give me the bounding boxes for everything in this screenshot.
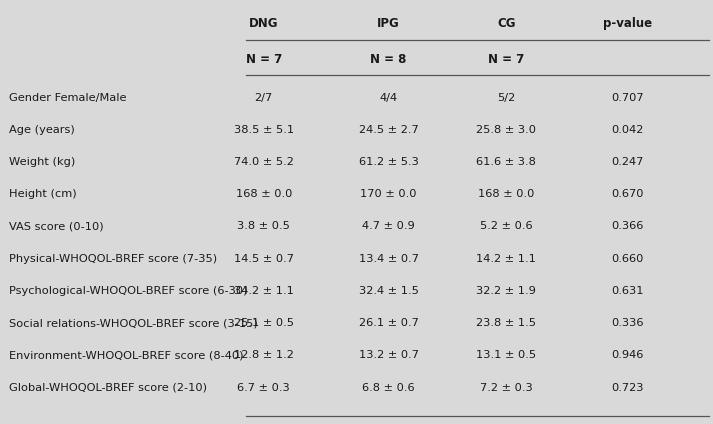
Text: 170 ± 0.0: 170 ± 0.0: [360, 189, 417, 199]
Text: DNG: DNG: [249, 17, 279, 30]
Text: 0.042: 0.042: [611, 125, 644, 135]
Text: 14.5 ± 0.7: 14.5 ± 0.7: [234, 254, 294, 264]
Text: Height (cm): Height (cm): [9, 189, 76, 199]
Text: 6.8 ± 0.6: 6.8 ± 0.6: [362, 382, 415, 393]
Text: 6.7 ± 0.3: 6.7 ± 0.3: [237, 382, 290, 393]
Text: 5/2: 5/2: [497, 92, 515, 103]
Text: Psychological-WHOQOL-BREF score (6-30): Psychological-WHOQOL-BREF score (6-30): [9, 286, 247, 296]
Text: 32.2 ± 1.9: 32.2 ± 1.9: [476, 286, 536, 296]
Text: 13.2 ± 0.7: 13.2 ± 0.7: [359, 350, 419, 360]
Text: 5.2 ± 0.6: 5.2 ± 0.6: [480, 221, 533, 232]
Text: 26.1 ± 0.7: 26.1 ± 0.7: [359, 318, 419, 328]
Text: Age (years): Age (years): [9, 125, 74, 135]
Text: 14.2 ± 1.1: 14.2 ± 1.1: [476, 254, 536, 264]
Text: 25.1 ± 0.5: 25.1 ± 0.5: [234, 318, 294, 328]
Text: 3.8 ± 0.5: 3.8 ± 0.5: [237, 221, 290, 232]
Text: 13.4 ± 0.7: 13.4 ± 0.7: [359, 254, 419, 264]
Text: 4/4: 4/4: [379, 92, 398, 103]
Text: p-value: p-value: [603, 17, 652, 30]
Text: 4.7 ± 0.9: 4.7 ± 0.9: [362, 221, 415, 232]
Text: Environment-WHOQOL-BREF score (8-40): Environment-WHOQOL-BREF score (8-40): [9, 350, 243, 360]
Text: 0.670: 0.670: [611, 189, 644, 199]
Text: VAS score (0-10): VAS score (0-10): [9, 221, 103, 232]
Text: 168 ± 0.0: 168 ± 0.0: [235, 189, 292, 199]
Text: 13.1 ± 0.5: 13.1 ± 0.5: [476, 350, 536, 360]
Text: 0.366: 0.366: [611, 221, 644, 232]
Text: 2/7: 2/7: [255, 92, 273, 103]
Text: 168 ± 0.0: 168 ± 0.0: [478, 189, 535, 199]
Text: 34.2 ± 1.1: 34.2 ± 1.1: [234, 286, 294, 296]
Text: 38.5 ± 5.1: 38.5 ± 5.1: [234, 125, 294, 135]
Text: Global-WHOQOL-BREF score (2-10): Global-WHOQOL-BREF score (2-10): [9, 382, 207, 393]
Text: 0.660: 0.660: [611, 254, 644, 264]
Text: 7.2 ± 0.3: 7.2 ± 0.3: [480, 382, 533, 393]
Text: 32.4 ± 1.5: 32.4 ± 1.5: [359, 286, 419, 296]
Text: 23.8 ± 1.5: 23.8 ± 1.5: [476, 318, 536, 328]
Text: Social relations-WHOQOL-BREF score (3-15): Social relations-WHOQOL-BREF score (3-15…: [9, 318, 257, 328]
Text: 61.2 ± 5.3: 61.2 ± 5.3: [359, 157, 419, 167]
Text: Physical-WHOQOL-BREF score (7-35): Physical-WHOQOL-BREF score (7-35): [9, 254, 217, 264]
Text: N = 7: N = 7: [246, 53, 282, 66]
Text: Gender Female/Male: Gender Female/Male: [9, 92, 126, 103]
Text: 0.336: 0.336: [611, 318, 644, 328]
Text: Weight (kg): Weight (kg): [9, 157, 75, 167]
Text: CG: CG: [497, 17, 515, 30]
Text: 12.8 ± 1.2: 12.8 ± 1.2: [234, 350, 294, 360]
Text: 0.631: 0.631: [611, 286, 644, 296]
Text: N = 8: N = 8: [370, 53, 407, 66]
Text: N = 7: N = 7: [488, 53, 524, 66]
Text: 0.707: 0.707: [611, 92, 644, 103]
Text: 0.723: 0.723: [611, 382, 644, 393]
Text: 74.0 ± 5.2: 74.0 ± 5.2: [234, 157, 294, 167]
Text: 24.5 ± 2.7: 24.5 ± 2.7: [359, 125, 419, 135]
Text: 25.8 ± 3.0: 25.8 ± 3.0: [476, 125, 536, 135]
Text: 0.247: 0.247: [611, 157, 644, 167]
Text: IPG: IPG: [377, 17, 400, 30]
Text: 0.946: 0.946: [611, 350, 644, 360]
Text: 61.6 ± 3.8: 61.6 ± 3.8: [476, 157, 536, 167]
